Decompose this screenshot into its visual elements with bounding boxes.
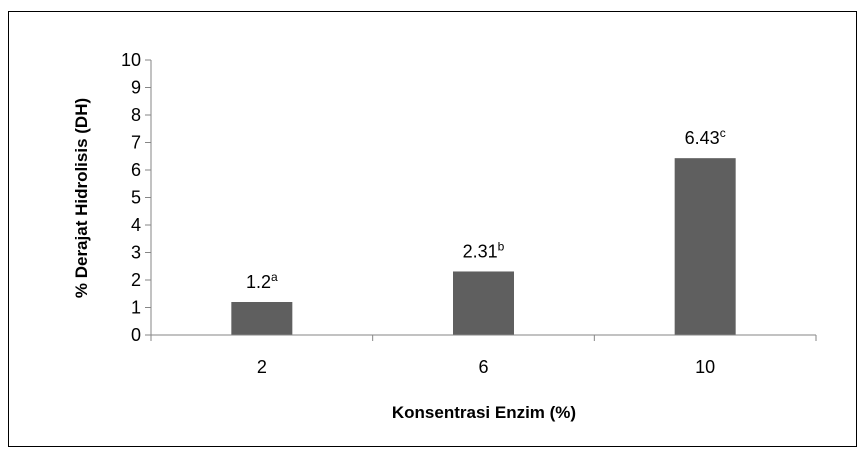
- y-tick-label: 3: [131, 243, 141, 263]
- y-tick-label: 10: [121, 50, 141, 70]
- data-labels: 1.2a 2.31b 6.43c: [246, 126, 726, 292]
- y-tick-label: 8: [131, 105, 141, 125]
- y-tick-label: 1: [131, 298, 141, 318]
- bar: [674, 158, 736, 335]
- y-tick-label: 6: [131, 160, 141, 180]
- x-tick-label: 10: [695, 357, 715, 377]
- bar: [453, 271, 514, 335]
- bars: [231, 158, 736, 335]
- y-tick-label: 4: [131, 215, 141, 235]
- data-label: 1.2a: [246, 270, 278, 292]
- data-label: 2.31b: [463, 239, 505, 261]
- data-label: 6.43c: [685, 126, 726, 148]
- y-tick-label: 7: [131, 133, 141, 153]
- x-tick-label: 6: [478, 357, 488, 377]
- y-tick-label: 9: [131, 78, 141, 98]
- bar: [231, 302, 293, 335]
- y-axis-ticks: 0 1 2 3 4 5 6 7 8 9 10: [121, 50, 151, 345]
- y-tick-label: 0: [131, 325, 141, 345]
- x-axis-ticks: 2 6 10: [150, 335, 817, 377]
- y-tick-label: 5: [131, 188, 141, 208]
- y-tick-label: 2: [131, 270, 141, 290]
- y-axis-title: % Derajat Hidrolisis (DH): [72, 98, 91, 298]
- x-axis-title: Konsentrasi Enzim (%): [392, 403, 576, 422]
- x-tick-label: 2: [257, 357, 267, 377]
